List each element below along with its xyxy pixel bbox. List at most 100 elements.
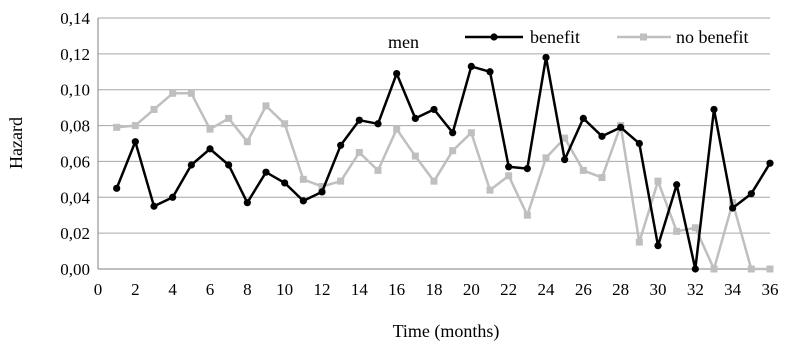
data-point-benefit	[206, 145, 214, 153]
data-point-no-benefit	[374, 166, 382, 174]
data-point-benefit	[187, 161, 195, 169]
data-point-no-benefit	[561, 134, 569, 142]
data-point-benefit	[355, 116, 363, 124]
data-point-no-benefit	[710, 265, 718, 273]
x-tick-label: 4	[168, 280, 177, 299]
data-point-benefit	[131, 138, 139, 146]
data-point-benefit	[113, 184, 121, 192]
y-tick-label: 0,10	[60, 81, 90, 100]
data-point-benefit	[393, 69, 401, 78]
data-point-benefit	[635, 139, 643, 148]
data-point-no-benefit	[337, 177, 345, 185]
data-point-benefit	[430, 105, 438, 114]
data-point-benefit	[710, 105, 718, 114]
data-point-no-benefit	[654, 177, 662, 185]
x-tick-label: 16	[388, 280, 405, 299]
x-tick-label: 10	[276, 280, 293, 299]
data-point-benefit	[766, 159, 774, 167]
data-point-benefit	[374, 120, 382, 128]
gridlines	[98, 17, 770, 234]
x-tick-label: 26	[575, 280, 592, 299]
x-tick-label: 0	[94, 280, 103, 299]
data-point-benefit	[729, 204, 737, 212]
data-point-no-benefit	[150, 105, 158, 113]
y-tick-label: 0,00	[60, 260, 90, 279]
data-point-no-benefit	[542, 154, 550, 162]
data-point-no-benefit	[225, 114, 233, 122]
x-tick-label: 20	[463, 280, 480, 299]
data-point-benefit	[299, 197, 307, 205]
data-point-no-benefit	[131, 122, 139, 130]
data-point-no-benefit	[355, 148, 363, 156]
y-tick-label: 0,14	[60, 9, 90, 28]
x-tick-labels: 0 2 4 6 8 10 12 14 16 18 20 22 24 26 28 30 32 34 36	[94, 280, 779, 299]
data-point-no-benefit	[467, 129, 475, 137]
data-point-benefit	[318, 188, 326, 196]
data-point-no-benefit	[579, 166, 587, 174]
data-point-benefit	[579, 114, 587, 122]
data-point-no-benefit	[523, 211, 531, 219]
x-tick-label: 6	[206, 280, 215, 299]
y-tick-label: 0,02	[60, 224, 90, 243]
y-tick-labels: 0,00 0,02 0,04 0,06 0,08 0,10 0,12 0,14	[60, 9, 90, 279]
data-point-benefit	[449, 129, 457, 137]
data-point-benefit	[262, 168, 270, 176]
data-point-benefit	[654, 242, 662, 250]
data-point-no-benefit	[206, 125, 214, 133]
x-axis-title: Time (months)	[393, 321, 500, 342]
y-tick-label: 0,06	[60, 152, 90, 171]
y-tick-label: 0,08	[60, 117, 90, 136]
x-tick-label: 2	[131, 280, 140, 299]
chart-annotation-men: men	[388, 32, 419, 52]
data-point-no-benefit	[262, 102, 270, 110]
data-point-no-benefit	[113, 123, 121, 131]
series-line-benefit	[115, 56, 772, 271]
data-point-no-benefit	[673, 227, 681, 235]
axes	[97, 18, 770, 270]
data-point-benefit	[747, 190, 755, 198]
legend-item-no-benefit: no benefit	[617, 27, 748, 47]
data-point-no-benefit	[243, 138, 251, 146]
data-point-benefit	[243, 199, 251, 207]
data-point-benefit	[523, 165, 531, 173]
y-tick-label: 0,04	[60, 188, 90, 207]
x-tick-label: 22	[500, 280, 517, 299]
data-point-no-benefit	[449, 147, 457, 155]
legend: benefit no benefit	[465, 27, 748, 47]
data-point-no-benefit	[766, 265, 774, 273]
data-point-no-benefit	[505, 172, 513, 180]
x-tick-label: 30	[650, 280, 667, 299]
data-point-benefit	[169, 193, 177, 201]
data-point-no-benefit	[281, 120, 289, 128]
data-point-benefit	[561, 156, 569, 164]
x-tick-label: 34	[724, 280, 742, 299]
data-point-no-benefit	[393, 125, 401, 133]
data-point-no-benefit	[691, 224, 699, 232]
series-no-benefit	[113, 89, 774, 273]
data-point-benefit	[411, 114, 419, 122]
x-tick-label: 14	[351, 280, 369, 299]
legend-item-benefit: benefit	[465, 27, 580, 47]
data-point-no-benefit	[411, 152, 419, 160]
y-axis-title: Hazard	[6, 117, 26, 169]
legend-label-benefit: benefit	[530, 27, 580, 47]
x-tick-label: 36	[762, 280, 779, 299]
data-point-no-benefit	[635, 238, 643, 246]
data-point-no-benefit	[486, 186, 494, 194]
x-tick-label: 8	[243, 280, 252, 299]
data-point-benefit	[337, 141, 345, 149]
data-point-benefit	[225, 161, 233, 169]
data-point-benefit	[598, 132, 606, 140]
x-tick-label: 32	[687, 280, 704, 299]
series-benefit	[113, 53, 774, 273]
data-point-benefit	[486, 68, 494, 76]
data-point-no-benefit	[747, 265, 755, 273]
data-point-benefit	[617, 123, 625, 131]
data-point-no-benefit	[430, 177, 438, 185]
data-point-benefit	[150, 202, 158, 210]
x-tick-label: 18	[426, 280, 443, 299]
data-point-benefit	[673, 181, 681, 189]
x-tick-label: 12	[314, 280, 331, 299]
data-point-no-benefit	[318, 183, 326, 191]
x-tick-label: 28	[612, 280, 629, 299]
